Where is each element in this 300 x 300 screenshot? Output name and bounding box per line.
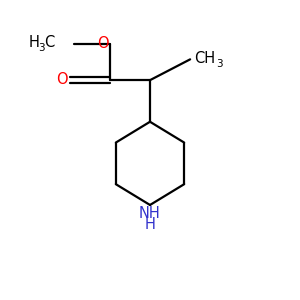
- Text: C: C: [44, 35, 54, 50]
- Text: H: H: [28, 35, 39, 50]
- Text: 3: 3: [216, 59, 222, 69]
- Text: H: H: [145, 217, 155, 232]
- Text: 3: 3: [38, 43, 45, 53]
- Text: CH: CH: [194, 51, 215, 66]
- Text: O: O: [98, 36, 109, 51]
- Text: O: O: [56, 72, 68, 87]
- Text: NH: NH: [139, 206, 161, 221]
